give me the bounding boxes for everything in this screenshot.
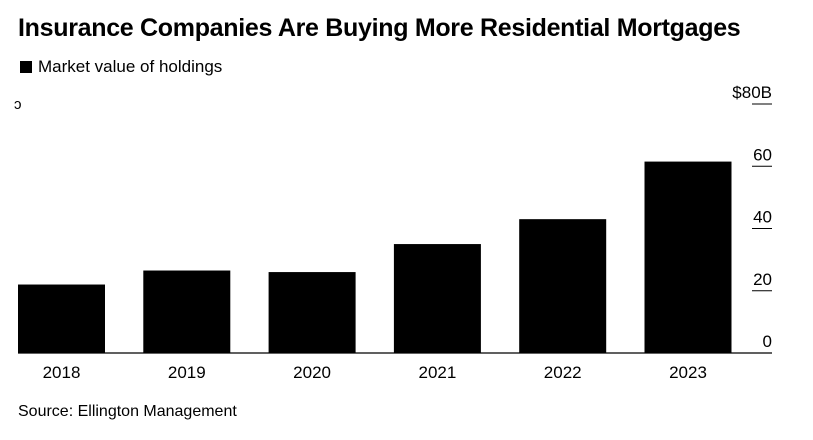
legend-swatch bbox=[20, 61, 32, 73]
x-tick-label-2018: 2018 bbox=[43, 363, 81, 382]
y-tick-label-0: 0 bbox=[763, 332, 772, 351]
legend: Market value of holdings bbox=[20, 57, 222, 77]
x-tick-label-2020: 2020 bbox=[293, 363, 331, 382]
bar-2020 bbox=[268, 272, 356, 353]
bar-2018 bbox=[18, 284, 105, 353]
y-tick-label-80: $80B bbox=[732, 83, 772, 102]
x-tick-label-2019: 2019 bbox=[168, 363, 206, 382]
bar-2021 bbox=[393, 244, 481, 353]
y-tick-label-40: 40 bbox=[753, 208, 772, 227]
y-tick-label-60: 60 bbox=[753, 145, 772, 164]
legend-label: Market value of holdings bbox=[38, 57, 223, 76]
bar-2023 bbox=[644, 161, 732, 353]
y-tick-label-20: 20 bbox=[753, 270, 772, 289]
x-tick-label-2023: 2023 bbox=[669, 363, 707, 382]
x-tick-label-2021: 2021 bbox=[418, 363, 456, 382]
bar-2019 bbox=[143, 270, 231, 353]
source-note: Source: Ellington Management bbox=[18, 403, 237, 420]
cropped-glyph: ↄ bbox=[14, 96, 22, 113]
chart-title: Insurance Companies Are Buying More Resi… bbox=[18, 14, 741, 42]
bar-2022 bbox=[519, 219, 607, 353]
x-tick-label-2022: 2022 bbox=[544, 363, 582, 382]
